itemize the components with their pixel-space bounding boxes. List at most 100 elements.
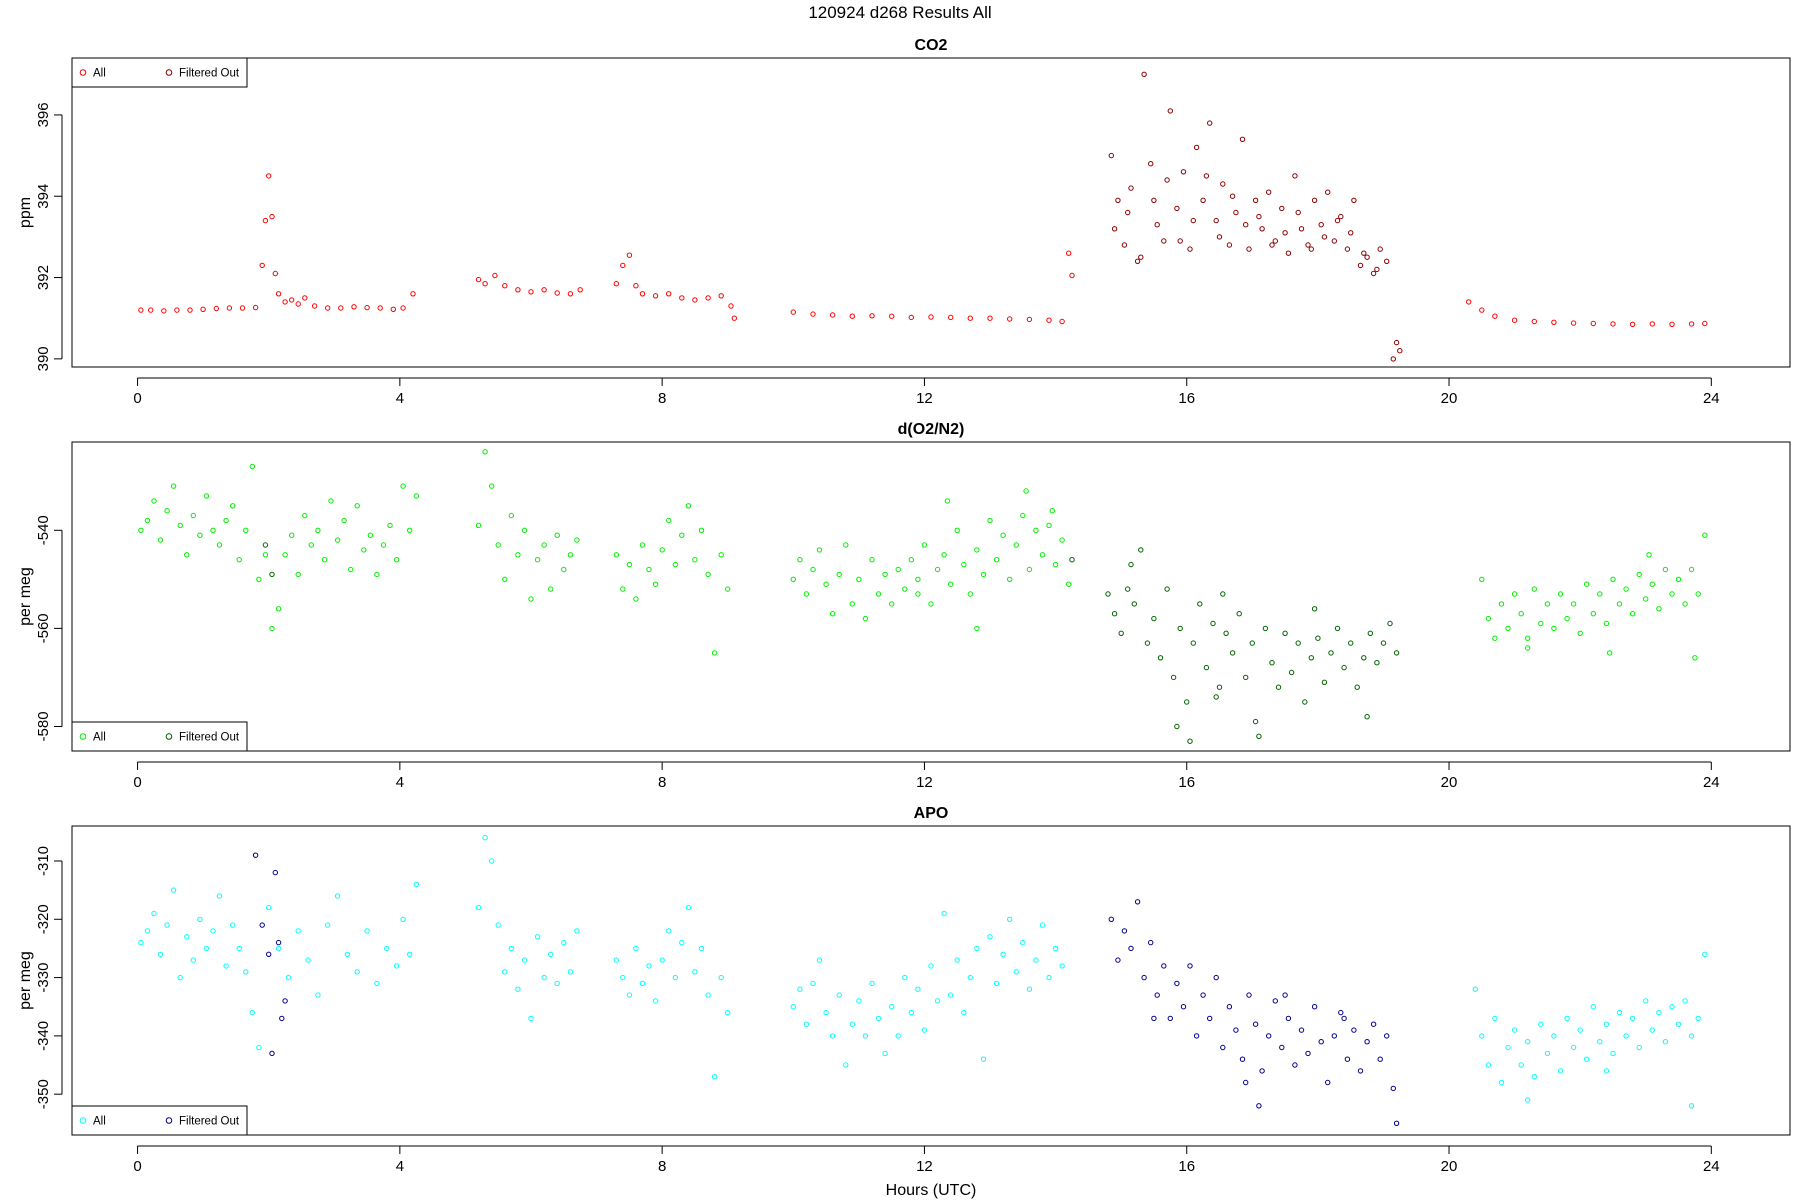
data-point	[243, 969, 249, 975]
data-point	[1511, 317, 1518, 323]
data-point	[620, 974, 626, 981]
data-point	[823, 1009, 829, 1016]
data-point	[170, 483, 177, 489]
data-point	[797, 557, 803, 563]
data-point	[1466, 299, 1472, 305]
data-point	[1174, 205, 1180, 212]
data-point	[548, 586, 554, 592]
data-point	[1656, 606, 1662, 612]
data-point	[889, 1004, 895, 1010]
data-point	[190, 957, 197, 963]
data-point	[843, 1062, 849, 1068]
data-point	[1141, 974, 1147, 981]
data-point	[1364, 254, 1370, 260]
data-point	[1577, 630, 1583, 636]
data-point	[1682, 601, 1688, 607]
y-tick-label: -330	[35, 963, 52, 993]
data-point	[1213, 974, 1219, 981]
data-point	[1249, 640, 1256, 646]
data-point	[803, 1021, 810, 1027]
data-point	[948, 314, 954, 321]
data-point	[243, 527, 249, 533]
data-point	[1007, 316, 1013, 322]
data-point	[197, 916, 203, 922]
data-point	[475, 904, 482, 911]
data-point	[1046, 522, 1052, 529]
data-point	[1492, 313, 1498, 319]
data-point	[1292, 1062, 1298, 1068]
data-point	[915, 576, 921, 582]
data-point	[230, 503, 236, 509]
data-point	[1590, 611, 1597, 617]
data-point	[1344, 246, 1351, 252]
data-point	[1557, 591, 1564, 597]
data-point	[1298, 226, 1305, 232]
data-point	[1125, 586, 1131, 592]
data-point	[1213, 694, 1219, 700]
data-point	[1187, 963, 1193, 969]
data-point	[1184, 699, 1190, 705]
data-point	[1505, 1044, 1511, 1051]
data-point	[633, 283, 639, 289]
data-point	[541, 287, 547, 293]
data-point	[1629, 321, 1636, 327]
data-point	[1531, 318, 1538, 325]
data-point	[1380, 640, 1387, 646]
y-tick-label: -350	[35, 1079, 52, 1109]
series-filtered-out	[252, 852, 1400, 1127]
data-point	[1220, 1044, 1226, 1051]
data-point	[1180, 169, 1187, 175]
apo-panel: APO 0 4 8 12 16 20 24 -350 -340 -330 -320 -310 per me…	[17, 805, 1791, 1199]
series-filtered-out	[1108, 71, 1403, 362]
data-point	[144, 517, 151, 524]
data-point	[548, 951, 554, 957]
data-point	[236, 557, 242, 563]
data-point	[1161, 238, 1167, 244]
data-point	[1603, 1021, 1610, 1027]
data-point	[354, 503, 360, 509]
data-point	[1272, 238, 1279, 244]
legend-label: Filtered Out	[179, 732, 240, 744]
data-point	[1616, 1009, 1623, 1016]
data-point	[561, 939, 567, 946]
data-point	[1570, 320, 1577, 326]
data-point	[1288, 669, 1295, 676]
x-tick-label: 24	[1703, 774, 1720, 791]
data-point	[1610, 1050, 1616, 1057]
legend-box	[71, 721, 248, 752]
data-point	[1348, 230, 1354, 236]
legend-marker	[79, 69, 87, 76]
data-point	[993, 557, 1000, 563]
legend-label: Filtered Out	[179, 1116, 240, 1128]
data-point	[1046, 317, 1052, 323]
data-point	[1069, 272, 1075, 279]
data-point	[266, 173, 272, 179]
y-tick-label: 396	[35, 102, 52, 127]
data-point	[790, 576, 796, 582]
data-point	[1338, 1009, 1344, 1016]
data-point	[698, 945, 705, 952]
data-point	[1590, 1004, 1597, 1010]
data-point	[390, 306, 396, 312]
data-point	[1311, 606, 1318, 612]
data-point	[829, 611, 836, 617]
data-point	[829, 1033, 836, 1039]
data-point	[908, 557, 914, 563]
data-point	[203, 493, 210, 499]
data-point	[269, 1050, 275, 1057]
data-point	[1164, 177, 1170, 183]
data-point	[1298, 1027, 1305, 1033]
x-tick-label: 0	[133, 1158, 141, 1175]
x-tick-label: 12	[916, 774, 933, 791]
data-point	[1216, 234, 1223, 240]
data-point	[1511, 591, 1518, 597]
x-tick-label: 20	[1441, 774, 1458, 791]
data-point	[502, 283, 508, 289]
data-point	[184, 552, 190, 558]
data-point	[311, 303, 318, 309]
data-point	[810, 980, 816, 987]
data-point	[934, 998, 941, 1004]
data-point	[1023, 488, 1029, 494]
data-point	[174, 307, 180, 313]
data-point	[1348, 640, 1354, 646]
